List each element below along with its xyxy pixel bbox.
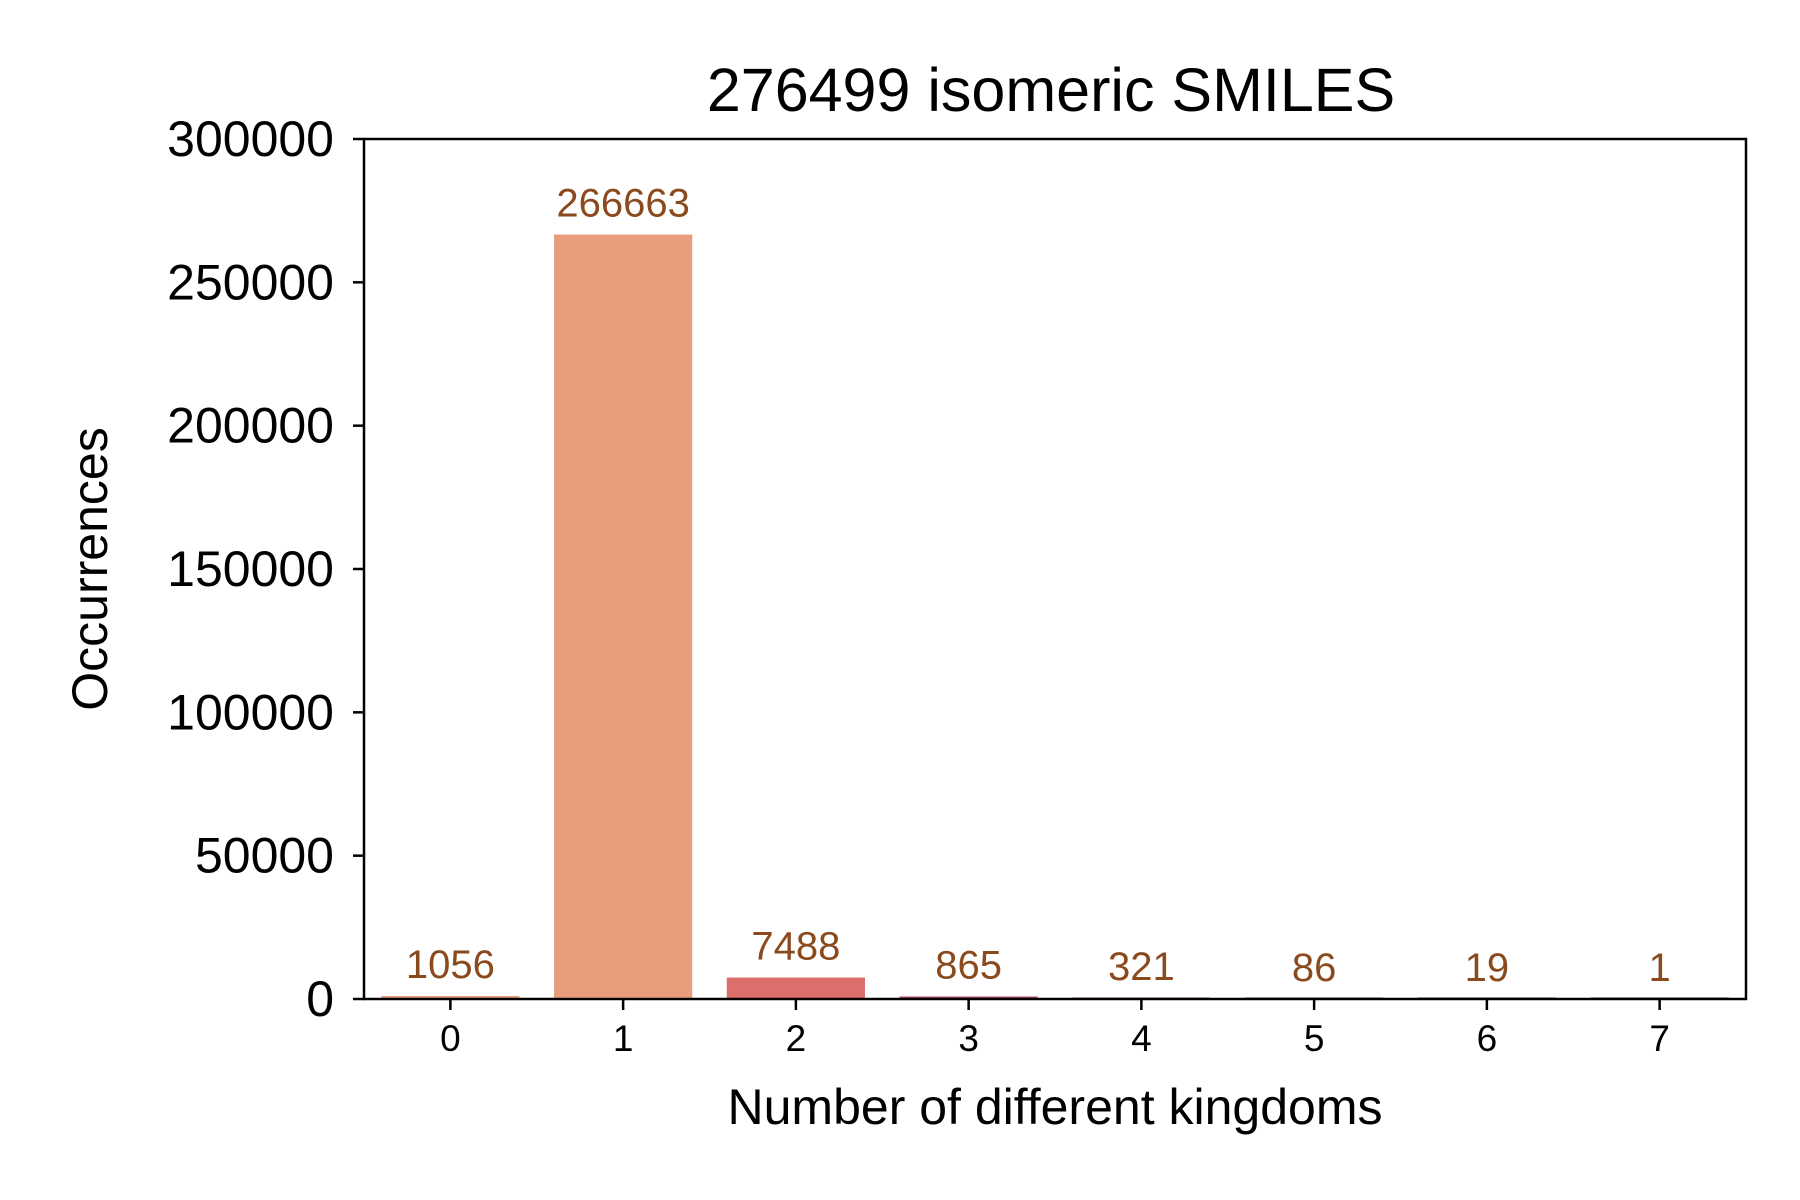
data-label-4: 321 (1108, 945, 1175, 989)
y-tick-label-6: 300000 (167, 111, 334, 167)
bars-group (381, 234, 1729, 1000)
data-label-2: 7488 (751, 925, 840, 969)
y-tick-label-3: 150000 (167, 541, 334, 597)
y-axis: 0 50000 100000 150000 200000 250000 300000 (167, 111, 364, 1027)
data-label-0: 1056 (406, 943, 495, 987)
data-label-5: 86 (1292, 946, 1337, 990)
y-tick-label-4: 200000 (167, 398, 334, 454)
bar-0 (381, 995, 520, 999)
x-tick-label-6: 6 (1477, 1018, 1498, 1059)
y-axis-label: Occurrences (62, 427, 118, 710)
x-axis-label: Number of different kingdoms (728, 1079, 1383, 1135)
x-tick-label-7: 7 (1649, 1018, 1670, 1059)
x-tick-label-3: 3 (958, 1018, 979, 1059)
x-tick-label-0: 0 (440, 1018, 461, 1059)
x-tick-label-4: 4 (1131, 1018, 1152, 1059)
bar-1 (554, 234, 693, 1000)
data-labels-group: 1056 266663 7488 865 321 86 19 1 (406, 182, 1671, 990)
data-label-1: 266663 (556, 182, 689, 226)
x-tick-label-2: 2 (786, 1018, 807, 1059)
chart-title: 276499 isomeric SMILES (707, 56, 1395, 124)
x-axis: 0 1 2 3 4 5 6 7 (440, 999, 1670, 1059)
data-label-6: 19 (1465, 946, 1510, 990)
data-label-3: 865 (935, 944, 1002, 988)
x-tick-label-5: 5 (1304, 1018, 1325, 1059)
x-tick-label-1: 1 (613, 1018, 634, 1059)
y-tick-label-5: 250000 (167, 254, 334, 310)
y-tick-label-1: 50000 (195, 828, 334, 884)
y-tick-label-0: 0 (306, 971, 334, 1027)
y-tick-label-2: 100000 (167, 684, 334, 740)
data-label-7: 1 (1649, 946, 1671, 990)
bar-2 (726, 977, 865, 999)
